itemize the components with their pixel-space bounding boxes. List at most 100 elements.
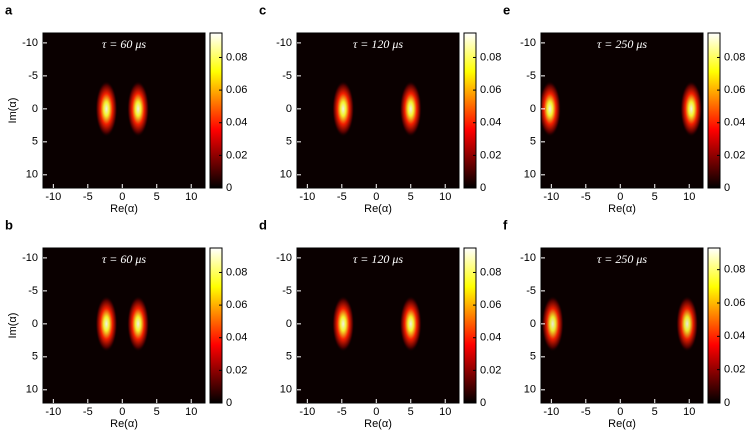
peaks	[95, 295, 150, 352]
colorbar-tick-label: 0.06	[226, 299, 247, 311]
x-tick-label: 0	[119, 406, 125, 418]
colorbar-tick-label: 0.04	[480, 117, 501, 129]
colorbar-tick-label: 0.02	[724, 364, 745, 376]
colorbar-tick-label: 0.02	[480, 364, 501, 376]
y-tick-label: -5	[28, 70, 38, 82]
colorbar-tick-label: 0.04	[724, 117, 745, 129]
plot-background	[297, 33, 459, 188]
x-axis-label: Re(α)	[608, 203, 636, 215]
colorbar-tick-label: 0.06	[724, 84, 745, 96]
annotation: τ = 120 μs	[353, 252, 403, 266]
colorbar-tick-label: 0	[226, 397, 232, 409]
x-tick-label: 0	[119, 191, 125, 203]
y-tick-label: 10	[280, 169, 292, 181]
colorbar-tick-label: 0.06	[480, 84, 501, 96]
y-tick-label: -5	[282, 285, 292, 297]
plot-background	[541, 33, 703, 188]
y-tick-label: -10	[22, 37, 38, 49]
peak	[541, 80, 561, 137]
y-tick-label: 0	[32, 103, 38, 115]
colorbar-tick-label: 0.08	[226, 266, 247, 278]
x-axis-label: Re(α)	[110, 203, 138, 215]
x-tick-label: 0	[617, 406, 623, 418]
colorbar-tick-label: 0.08	[480, 51, 501, 63]
colorbar	[209, 32, 223, 189]
plot-frame	[540, 32, 704, 189]
x-tick-label: 10	[185, 406, 197, 418]
plot-background	[43, 33, 205, 188]
y-tick-label: 10	[524, 169, 536, 181]
colorbar-tick-label: 0.02	[226, 149, 247, 161]
colorbar-tick-label: 0.08	[724, 264, 745, 276]
x-tick-label: -5	[83, 191, 93, 203]
plot-background	[43, 248, 205, 403]
y-tick-label: -10	[520, 37, 536, 49]
y-axis-label: Im(α)	[7, 313, 19, 339]
x-axis-label: Re(α)	[110, 418, 138, 430]
y-tick-label: 5	[530, 136, 536, 148]
x-tick-label: -10	[543, 406, 559, 418]
colorbar-tick-label: 0.02	[226, 364, 247, 376]
peaks	[541, 80, 703, 137]
colorbar	[707, 247, 721, 404]
x-tick-label: 0	[617, 191, 623, 203]
x-tick-label: 5	[408, 406, 414, 418]
colorbar-tick-label: 0.06	[226, 84, 247, 96]
peak	[95, 295, 118, 352]
colorbar-tick-label: 0.02	[480, 149, 501, 161]
y-tick-label: 0	[32, 318, 38, 330]
peaks	[95, 80, 150, 137]
panel-label: e	[503, 2, 510, 17]
y-tick-label: 5	[286, 351, 292, 363]
y-tick-label: -10	[276, 37, 292, 49]
colorbar-tick-label: 0	[480, 397, 486, 409]
plot-frame	[296, 247, 460, 404]
colorbar-tick-label: 0.04	[226, 117, 247, 129]
y-tick-label: -5	[526, 70, 536, 82]
peak	[399, 80, 422, 137]
y-tick-label: 5	[286, 136, 292, 148]
y-tick-label: 0	[530, 318, 536, 330]
x-tick-label: 5	[652, 406, 658, 418]
x-tick-label: -10	[45, 191, 61, 203]
panel-label: f	[503, 217, 508, 232]
y-tick-label: 10	[280, 384, 292, 396]
peaks	[332, 80, 422, 137]
x-tick-label: -10	[299, 191, 315, 203]
x-tick-label: 5	[154, 191, 160, 203]
peak	[541, 295, 564, 352]
annotation: τ = 250 μs	[597, 37, 647, 51]
y-tick-label: -5	[526, 285, 536, 297]
y-tick-label: -10	[276, 252, 292, 264]
x-tick-label: -5	[337, 406, 347, 418]
plot-background	[541, 248, 703, 403]
plot-frame	[296, 32, 460, 189]
x-tick-label: 10	[439, 191, 451, 203]
x-tick-label: -10	[45, 406, 61, 418]
colorbar-tick-label: 0.02	[724, 149, 745, 161]
x-axis-label: Re(α)	[608, 418, 636, 430]
colorbar-tick-label: 0	[724, 182, 730, 194]
y-tick-label: -5	[282, 70, 292, 82]
x-tick-label: -5	[581, 406, 591, 418]
colorbar-tick-label: 0.06	[480, 299, 501, 311]
colorbar-tick-label: 0.04	[480, 332, 501, 344]
colorbar-tick-label: 0.08	[226, 51, 247, 63]
peak	[95, 80, 118, 137]
x-tick-label: -5	[83, 406, 93, 418]
panel-label: d	[259, 217, 267, 232]
x-tick-label: 10	[683, 406, 695, 418]
peaks	[541, 295, 699, 352]
x-axis-label: Re(α)	[364, 418, 392, 430]
x-tick-label: 5	[154, 406, 160, 418]
x-axis-label: Re(α)	[364, 203, 392, 215]
y-tick-label: 10	[26, 169, 38, 181]
peaks	[332, 295, 422, 352]
annotation: τ = 250 μs	[597, 252, 647, 266]
colorbar	[707, 32, 721, 189]
y-tick-label: 10	[26, 384, 38, 396]
x-tick-label: -10	[543, 191, 559, 203]
panel-label: a	[5, 2, 13, 17]
colorbar-tick-label: 0	[226, 182, 232, 194]
